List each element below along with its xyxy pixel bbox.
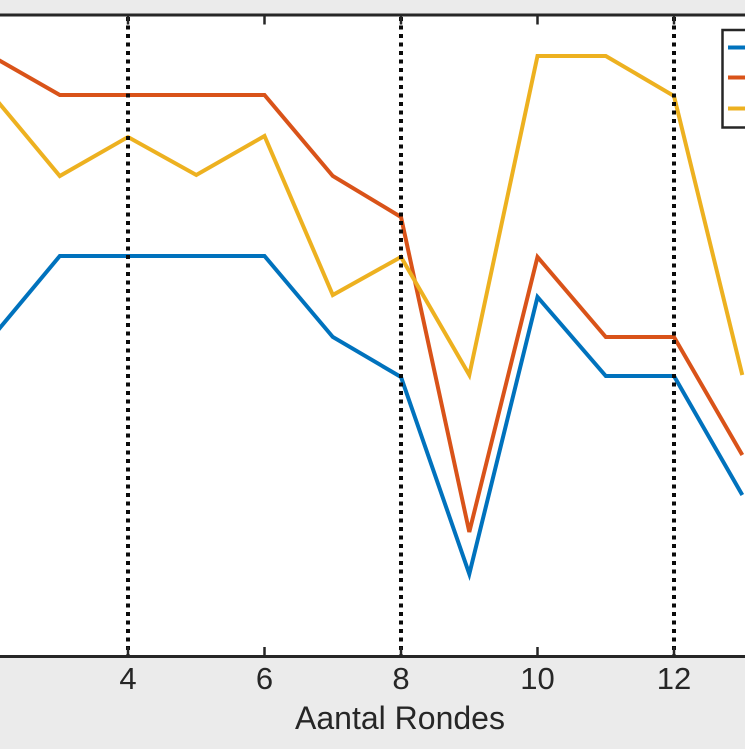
x-tick-label-4: 4 <box>119 661 137 696</box>
series-3-yellow-line <box>0 54 745 381</box>
x-tick-label-12: 12 <box>656 661 692 696</box>
x-tick-label-10: 10 <box>520 661 555 696</box>
x-tick-label-6: 6 <box>255 661 274 696</box>
x-axis-title: Aantal Rondes <box>295 700 505 736</box>
series-1-blue-line <box>0 254 745 582</box>
x-tick-label-8: 8 <box>392 661 410 696</box>
series-2-orange-line <box>0 58 745 533</box>
